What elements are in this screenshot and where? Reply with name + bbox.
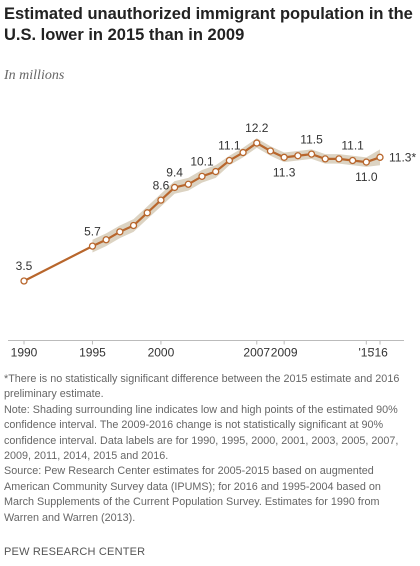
point	[143, 209, 151, 217]
data-label: 11.1	[341, 139, 364, 153]
credit: PEW RESEARCH CENTER	[4, 546, 146, 558]
point	[321, 155, 329, 163]
point	[266, 147, 275, 155]
point	[307, 150, 316, 158]
data-label: 11.0	[355, 170, 378, 184]
confidence-band	[92, 138, 380, 253]
data-label: 8.6	[153, 178, 170, 192]
point	[198, 172, 206, 180]
x-tick-label: '15	[358, 346, 374, 360]
x-tick-label: '16	[372, 346, 388, 360]
source: Source: Pew Research Center estimates fo…	[4, 465, 381, 524]
chart-title: Estimated unauthorized immigrant populat…	[4, 5, 413, 44]
point	[362, 158, 370, 166]
x-tick-label: 2009	[271, 346, 298, 360]
point	[225, 156, 234, 165]
point	[20, 277, 28, 285]
point	[102, 236, 110, 244]
point	[88, 242, 97, 250]
point	[129, 221, 138, 230]
data-label: 12.2	[245, 121, 269, 135]
data-label: 10.1	[190, 155, 214, 169]
point	[294, 152, 302, 160]
point	[253, 139, 261, 147]
point	[335, 155, 343, 163]
point	[376, 153, 384, 161]
x-tick-label: 2000	[148, 346, 175, 360]
point	[116, 228, 124, 236]
point	[212, 167, 220, 176]
data-label: 5.7	[84, 224, 101, 238]
point	[184, 180, 192, 188]
point	[348, 156, 357, 165]
point	[170, 183, 179, 192]
footnote: *There is no statistically significant d…	[4, 373, 400, 401]
note: Note: Shading surrounding line indicates…	[4, 403, 399, 463]
point	[280, 153, 288, 161]
chart-subtitle: In millions	[4, 68, 65, 83]
data-label: 11.3	[273, 165, 296, 179]
x-tick-label: 1995	[79, 346, 106, 360]
x-tick-label: 1990	[11, 346, 38, 360]
point	[157, 196, 165, 204]
chart: 1990 1995 2000 2007 2009 '15'16 3.5 5.7 8.69.4 10…	[8, 121, 416, 360]
notes: *There is no statistically significant d…	[4, 372, 412, 526]
x-tick-label: 2007	[243, 346, 270, 360]
point	[239, 148, 247, 157]
data-label: 9.4	[166, 166, 183, 180]
data-label: 11.1	[218, 139, 241, 153]
data-label: 3.5	[16, 259, 33, 273]
data-label: 11.5	[300, 132, 323, 146]
data-label: 11.3*	[389, 150, 416, 164]
